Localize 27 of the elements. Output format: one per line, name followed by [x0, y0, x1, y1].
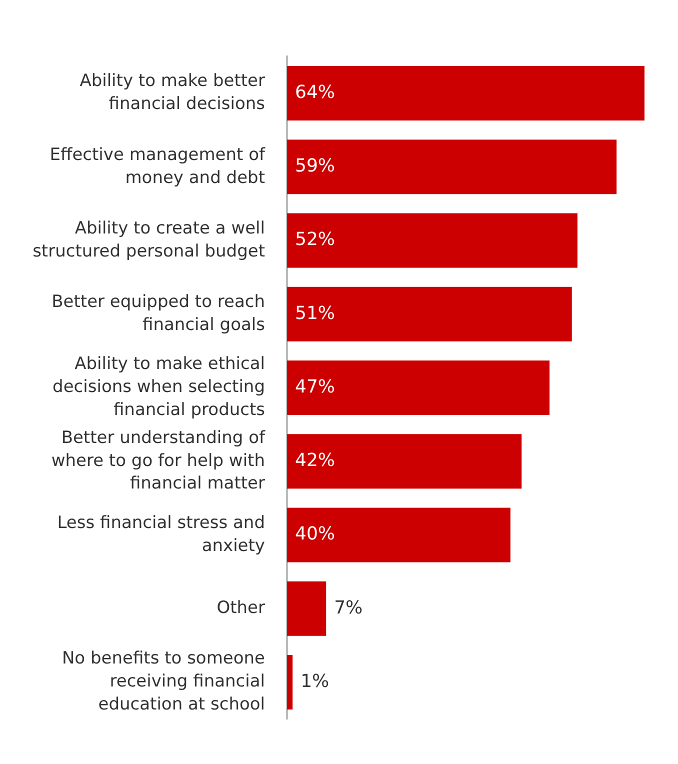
y-tick-label: Better equipped to reach financial goals	[52, 292, 266, 336]
data-label: 40%	[295, 524, 336, 545]
data-label: 52%	[295, 229, 336, 250]
data-label: 51%	[295, 302, 336, 324]
bar	[287, 434, 522, 489]
y-tick-label: Better understanding of where to go for help with financial matter	[51, 428, 266, 494]
data-label: 7%	[334, 597, 363, 618]
y-tick-label: Effective management of money and debt	[50, 144, 266, 188]
data-label: 64%	[295, 82, 336, 103]
y-tick-label: Ability to make ethical decisions when selecting financial products	[52, 354, 266, 420]
bar	[287, 286, 572, 342]
bar	[287, 66, 644, 120]
bar	[287, 213, 578, 268]
y-tick-label: Ability to create a well structured personal budget	[32, 218, 266, 262]
data-label: 42%	[295, 450, 336, 472]
y-tick-label: No benefits to someone receiving financial education at school	[62, 648, 265, 715]
bar	[287, 140, 617, 194]
bar	[287, 654, 293, 710]
bar	[287, 581, 326, 636]
bar	[287, 360, 550, 415]
data-label: 59%	[295, 156, 336, 177]
data-label: 1%	[300, 670, 330, 692]
y-tick-label: Other	[216, 598, 265, 618]
data-label: 47%	[295, 376, 336, 398]
y-tick-label: Less financial stress and anxiety	[57, 512, 265, 556]
y-tick-label: Ability to make better financial decisions	[80, 71, 266, 114]
bar	[287, 508, 510, 562]
